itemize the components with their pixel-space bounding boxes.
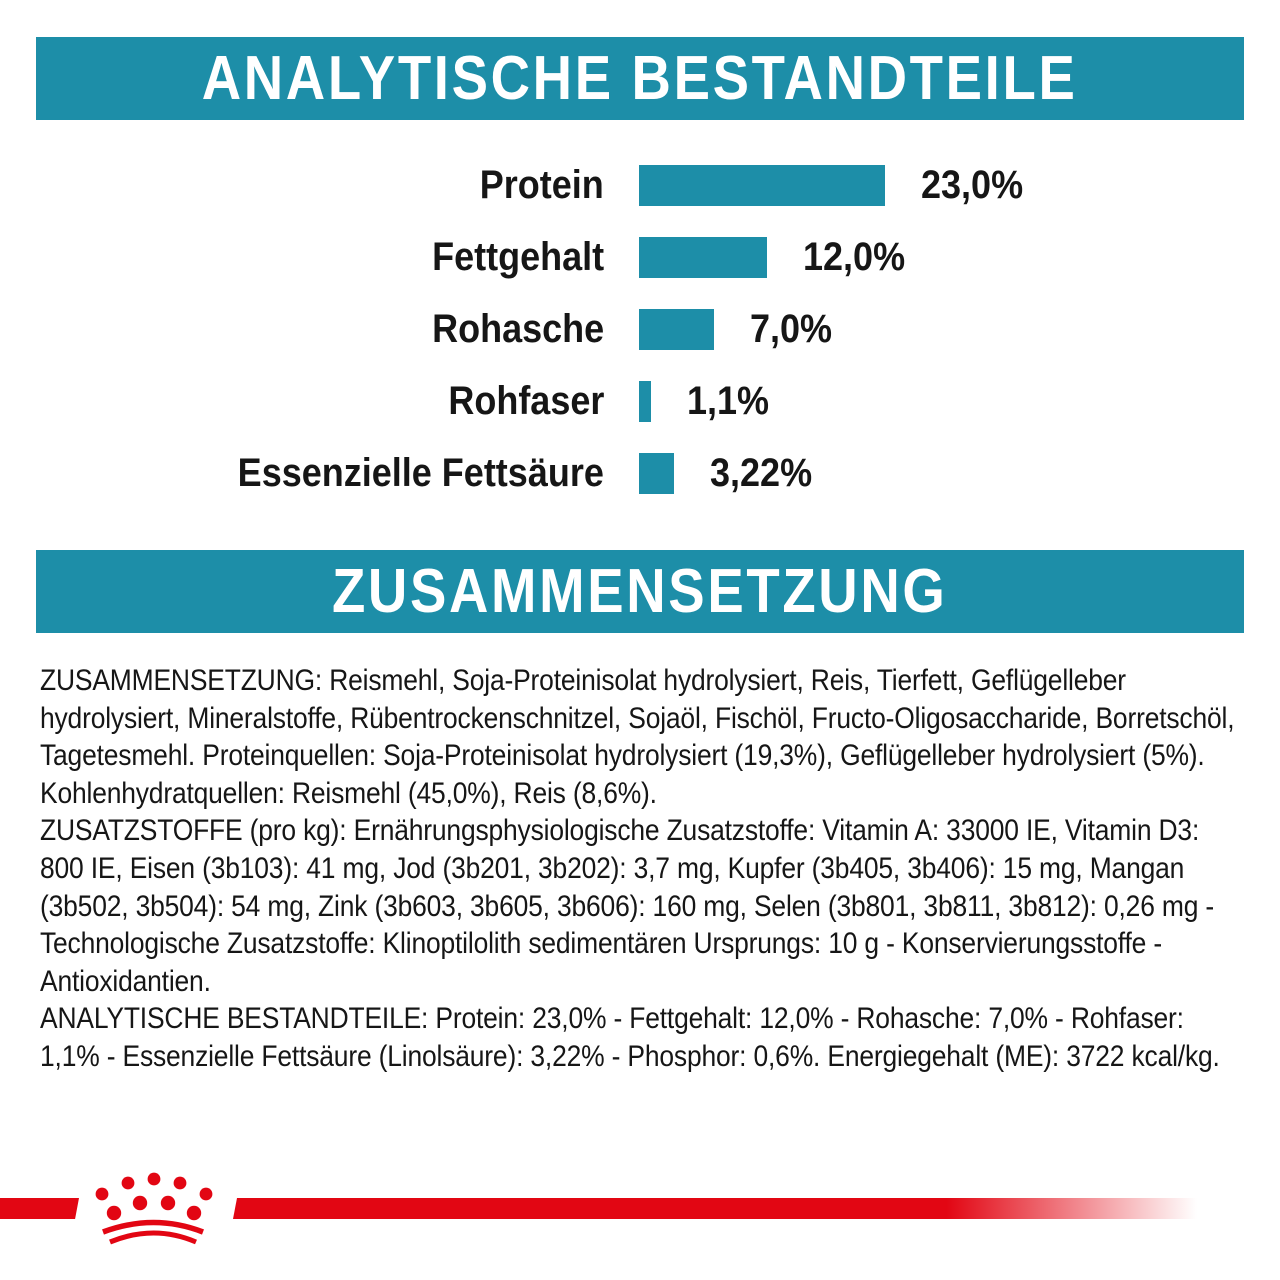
chart-bar: [639, 236, 768, 278]
chart-row: Rohasche 7,0%: [36, 293, 1244, 365]
composition-paragraph: ZUSAMMENSETZUNG: Reismehl, Soja-Proteini…: [40, 664, 1235, 810]
analytical-constituents-bar-chart: Protein 23,0% Fettgehalt 12,0% Rohasche …: [36, 149, 1244, 509]
chart-bar: [639, 308, 714, 350]
chart-row: Protein 23,0%: [36, 149, 1244, 221]
chart-category-label: Essenzielle Fettsäure: [237, 450, 604, 495]
royal-canin-crown-logo-icon: [95, 1172, 213, 1245]
footer-stripe-left: [0, 1198, 79, 1219]
chart-category-label: Protein: [479, 162, 604, 207]
chart-bar: [639, 164, 886, 206]
chart-bar: [639, 380, 651, 422]
chart-category-label: Rohasche: [431, 306, 604, 351]
chart-value-label: 12,0%: [803, 234, 906, 279]
section-header-analytical-title: ANALYTISCHE BESTANDTEILE: [202, 44, 1078, 113]
chart-value-label: 7,0%: [749, 306, 832, 351]
chart-row: Essenzielle Fettsäure 3,22%: [36, 437, 1244, 509]
chart-row: Rohfaser 1,1%: [36, 365, 1244, 437]
chart-category-label: Rohfaser: [447, 378, 604, 423]
analytical-constituents-paragraph: ANALYTISCHE BESTANDTEILE: Protein: 23,0%…: [40, 1002, 1220, 1073]
chart-value-label: 3,22%: [709, 450, 812, 495]
section-header-analytical-constituents: ANALYTISCHE BESTANDTEILE: [36, 37, 1244, 120]
footer-stripe-right: [233, 1198, 1197, 1219]
chart-value-label: 1,1%: [686, 378, 769, 423]
chart-row: Fettgehalt 12,0%: [36, 221, 1244, 293]
chart-category-label: Fettgehalt: [431, 234, 604, 279]
chart-value-label: 23,0%: [921, 162, 1024, 207]
chart-bar: [639, 452, 674, 494]
composition-text-block: ZUSAMMENSETZUNG: Reismehl, Soja-Proteini…: [40, 662, 1249, 1076]
section-header-composition: ZUSAMMENSETZUNG: [36, 550, 1244, 633]
additives-paragraph: ZUSATZSTOFFE (pro kg): Ernährungsphysiol…: [40, 814, 1215, 998]
section-header-composition-title: ZUSAMMENSETZUNG: [332, 557, 948, 626]
